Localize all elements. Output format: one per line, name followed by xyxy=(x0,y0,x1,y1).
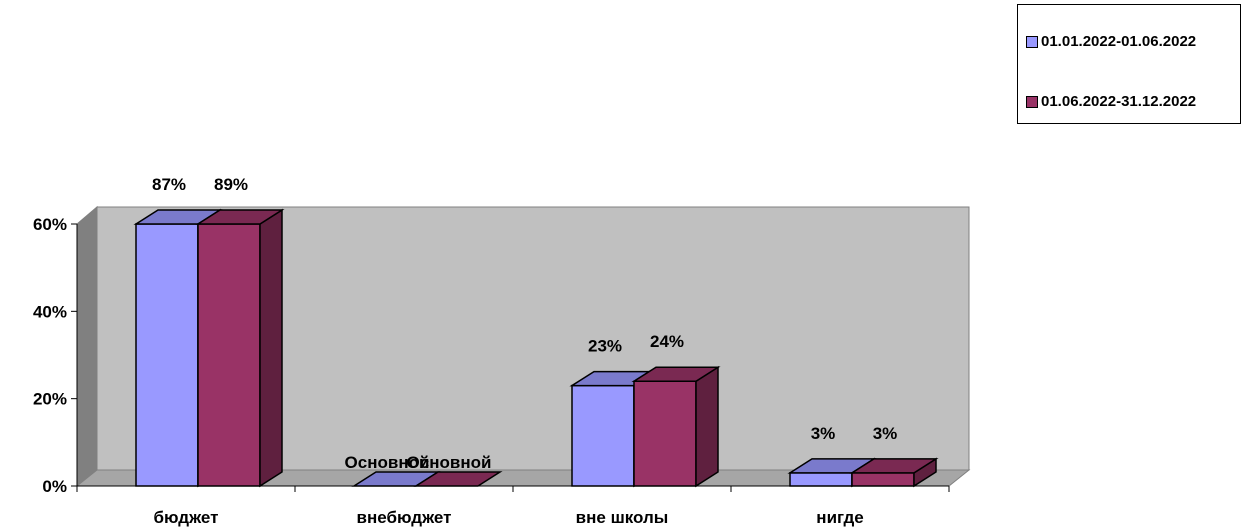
bar xyxy=(631,365,721,488)
legend: 01.01.2022-01.06.2022 01.06.2022-31.12.2… xyxy=(1017,4,1241,124)
y-tick-label: 20% xyxy=(33,390,67,409)
y-tick-label: 60% xyxy=(33,215,67,234)
bar xyxy=(849,457,939,488)
x-tick-label: нигде xyxy=(816,508,863,527)
plot-side-wall xyxy=(76,205,98,488)
x-tick-label: бюджет xyxy=(154,508,219,527)
legend-label: 01.01.2022-01.06.2022 xyxy=(1041,33,1197,50)
data-label: 3% xyxy=(873,424,898,443)
data-label: 89% xyxy=(214,175,248,194)
data-label: Основной xyxy=(345,453,430,472)
legend-swatch xyxy=(1026,95,1038,108)
bars xyxy=(133,208,939,488)
bar xyxy=(195,208,285,488)
x-tick-label: внебюджет xyxy=(357,508,452,527)
data-label: Основной xyxy=(407,453,492,472)
data-label: 24% xyxy=(650,332,684,351)
x-tick-label: вне школы xyxy=(576,508,669,527)
x-axis-ticks: бюджет внебюджет вне школы нигде xyxy=(76,486,950,527)
data-label: 23% xyxy=(588,337,622,356)
data-label: 87% xyxy=(152,175,186,194)
legend-item: 01.01.2022-01.06.2022 xyxy=(1026,33,1196,50)
data-label: 3% xyxy=(811,424,836,443)
y-axis-ticks: 0% 20% 40% 60% xyxy=(33,215,77,496)
y-tick-label: 40% xyxy=(33,302,67,321)
legend-label: 01.06.2022-31.12.2022 xyxy=(1041,93,1197,110)
y-tick-label: 0% xyxy=(42,477,67,496)
legend-swatch xyxy=(1026,35,1038,48)
legend-item: 01.06.2022-31.12.2022 xyxy=(1026,93,1196,110)
bar xyxy=(413,471,503,487)
